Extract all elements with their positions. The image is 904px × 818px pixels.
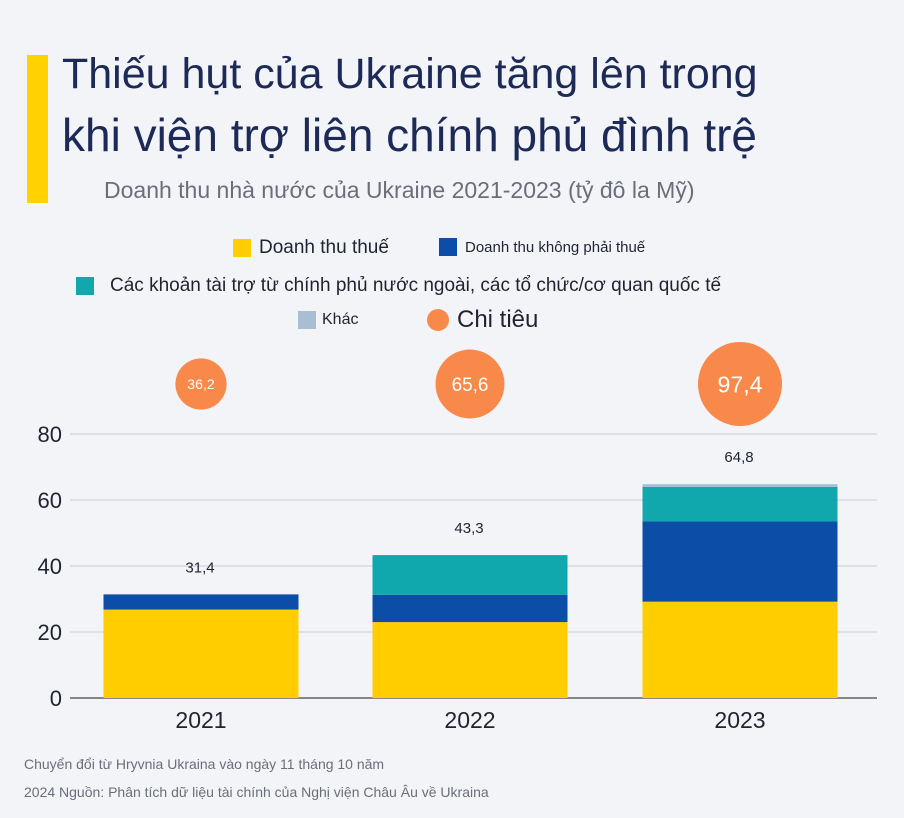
stacked-bar-chart: 0 20 40 60 80 31,4 2021 43,3 2022 64,8 2023 36,2 65,…	[38, 342, 877, 733]
title-line-1: Thiếu hụt của Ukraine tăng lên trong	[62, 50, 758, 98]
y-tick-label: 40	[38, 554, 62, 579]
legend-item-tax: Doanh thu thuế	[233, 237, 389, 259]
x-tick-label: 2021	[175, 707, 226, 733]
y-tick-label: 60	[38, 488, 62, 513]
y-tick-label: 80	[38, 422, 62, 447]
bar-total-label: 64,8	[724, 449, 753, 466]
legend-swatch-tax	[233, 239, 251, 257]
x-tick-label: 2022	[444, 707, 495, 733]
legend-swatch-nontax	[439, 238, 457, 256]
bar-segment	[103, 594, 299, 610]
legend-item-nontax: Doanh thu không phải thuế	[439, 238, 645, 256]
spending-bubble	[435, 349, 505, 419]
bar-segment	[372, 622, 568, 698]
bar-segment	[642, 486, 838, 522]
bar-segment	[642, 521, 838, 602]
legend-swatch-spending	[427, 309, 449, 331]
footnote-line-2: 2024 Nguồn: Phân tích dữ liệu tài chính …	[24, 784, 489, 800]
legend-item-spending: Chi tiêu	[427, 306, 538, 334]
legend-swatch-grants	[76, 277, 94, 295]
spending-label: 97,4	[718, 371, 763, 397]
spending-bubble	[698, 342, 782, 426]
accent-bar	[27, 55, 48, 203]
subtitle: Doanh thu nhà nước của Ukraine 2021-2023…	[104, 177, 695, 203]
spending-label: 65,6	[452, 375, 489, 396]
bar-segment	[372, 594, 568, 623]
spending-bubble	[175, 358, 227, 410]
spending-label: 36,2	[187, 376, 215, 392]
legend-label-nontax: Doanh thu không phải thuế	[465, 238, 646, 256]
legend-label-other: Khác	[322, 311, 359, 328]
y-tick-label: 20	[38, 620, 62, 645]
y-tick-label: 0	[50, 686, 62, 711]
x-tick-label: 2023	[714, 707, 765, 733]
bar-total-label: 43,3	[454, 520, 483, 537]
legend-label-spending: Chi tiêu	[457, 306, 539, 333]
legend-label-tax: Doanh thu thuế	[259, 237, 389, 258]
legend-swatch-other	[298, 311, 316, 329]
bar-segment	[642, 601, 838, 698]
bar-segment	[372, 555, 568, 595]
title-line-2: khi viện trợ liên chính phủ đình trệ	[62, 109, 758, 161]
legend-item-other: Khác	[298, 311, 358, 329]
bar-segment	[103, 609, 299, 698]
bar-total-label: 31,4	[185, 559, 214, 576]
legend-item-grants: Các khoản tài trợ từ chính phủ nước ngoà…	[76, 275, 721, 297]
footnote-line-1: Chuyển đổi từ Hryvnia Ukraina vào ngày 1…	[24, 756, 385, 772]
bar-segment	[642, 484, 838, 487]
legend-label-grants: Các khoản tài trợ từ chính phủ nước ngoà…	[110, 275, 722, 296]
